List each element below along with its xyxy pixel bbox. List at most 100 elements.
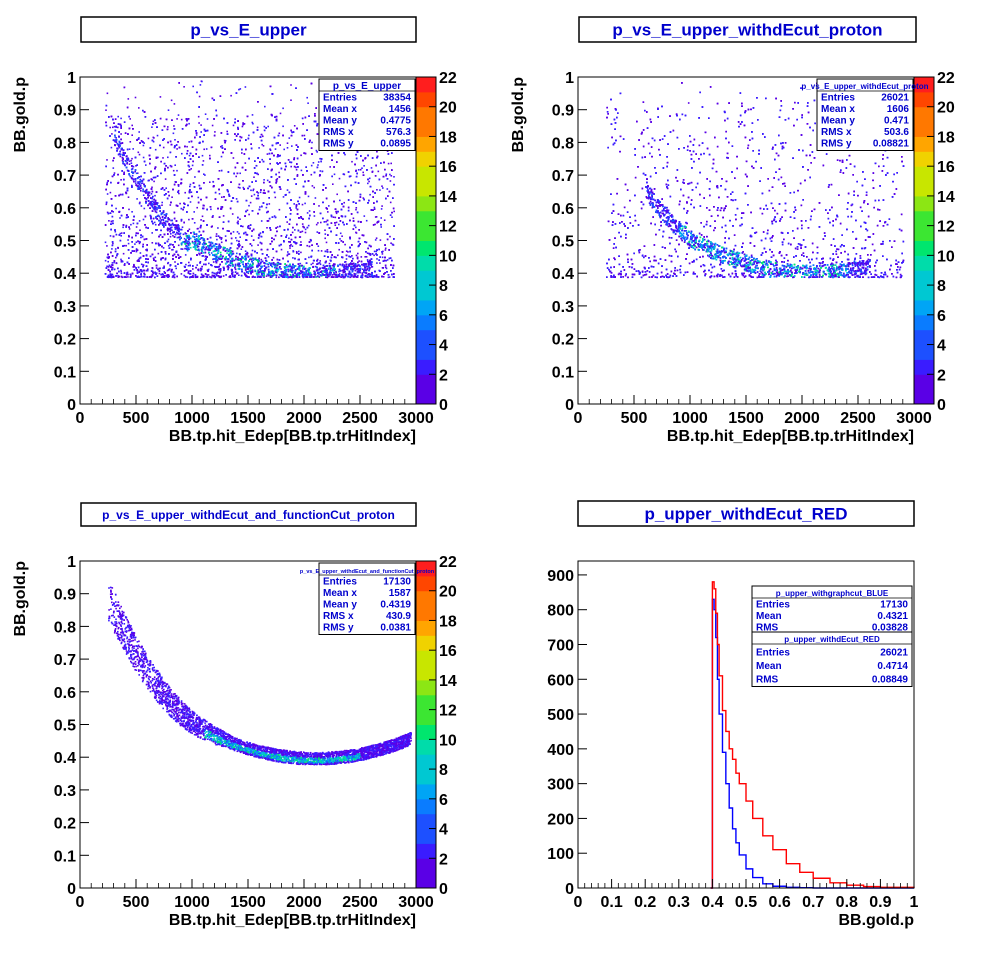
heatmap-cell <box>337 254 339 257</box>
heatmap-cell <box>147 137 150 140</box>
heatmap-cell <box>386 259 389 261</box>
heatmap-cell <box>138 131 140 133</box>
heatmap-cell <box>235 175 237 178</box>
heatmap-cell <box>198 122 200 124</box>
heatmap-cell <box>124 263 126 265</box>
heatmap-cell <box>237 220 239 223</box>
heatmap-cell <box>357 169 360 171</box>
heatmap-cell <box>299 236 302 238</box>
heatmap-cell <box>288 137 291 139</box>
heatmap-cell <box>193 211 195 213</box>
heatmap-cell <box>252 188 255 191</box>
heatmap-cell <box>250 257 252 260</box>
heatmap-cell <box>261 158 263 161</box>
heatmap-cell <box>156 275 158 277</box>
heatmap-cell <box>201 215 204 218</box>
heatmap-cell <box>317 164 319 166</box>
heatmap-cell <box>174 164 176 166</box>
heatmap-cell <box>250 265 252 267</box>
heatmap-cell <box>335 212 338 215</box>
heatmap-cell <box>177 229 180 231</box>
heatmap-cell <box>385 173 388 175</box>
heatmap-cell <box>290 243 292 246</box>
heatmap-cell <box>260 270 263 272</box>
heatmap-cell <box>138 242 141 245</box>
heatmap-cell <box>106 265 108 268</box>
heatmap-cell <box>130 159 132 162</box>
heatmap-cell <box>200 273 203 275</box>
heatmap-cell <box>125 244 127 247</box>
heatmap-cell <box>304 202 306 205</box>
heatmap-cell <box>113 172 116 174</box>
heatmap-cell <box>140 263 143 266</box>
heatmap-cell <box>242 225 244 228</box>
heatmap-cell <box>240 261 243 264</box>
heatmap-cell <box>143 142 145 144</box>
heatmap-cell <box>280 248 283 251</box>
heatmap-cell <box>266 227 268 229</box>
heatmap-cell <box>347 267 349 269</box>
heatmap-cell <box>154 148 157 151</box>
heatmap-cell <box>366 274 369 276</box>
heatmap-cell <box>253 257 255 260</box>
heatmap-cell <box>127 273 129 276</box>
heatmap-cell <box>179 232 182 235</box>
heatmap-cell <box>169 204 172 206</box>
heatmap-cell <box>189 185 191 188</box>
heatmap-cell <box>368 180 370 183</box>
heatmap-cell <box>382 276 385 278</box>
heatmap-cell <box>286 189 289 191</box>
heatmap-cell <box>362 171 364 174</box>
heatmap-cell <box>213 244 216 247</box>
heatmap-cell <box>357 252 359 255</box>
heatmap-cell <box>238 88 240 91</box>
heatmap-cell <box>196 264 198 266</box>
heatmap-cell <box>177 185 180 187</box>
heatmap-cell <box>306 244 308 247</box>
heatmap-cell <box>250 267 253 269</box>
heatmap-cell <box>109 191 112 194</box>
heatmap-cell <box>314 197 317 199</box>
heatmap-cell <box>254 258 256 261</box>
heatmap-cell <box>111 133 113 135</box>
heatmap-cell <box>254 269 256 272</box>
heatmap-cell <box>221 196 223 198</box>
heatmap-cell <box>187 270 190 272</box>
heatmap-cell <box>325 265 327 267</box>
heatmap-cell <box>151 126 153 128</box>
heatmap-cell <box>256 126 259 129</box>
heatmap-cell <box>112 167 115 169</box>
heatmap-cell <box>155 211 158 214</box>
heatmap-cell <box>138 137 140 139</box>
heatmap-cell <box>237 264 239 267</box>
heatmap-cell <box>293 203 295 205</box>
heatmap-cell <box>176 148 178 150</box>
heatmap-cell <box>390 162 392 165</box>
heatmap-cell <box>252 122 254 125</box>
heatmap-cell <box>131 168 134 170</box>
heatmap-cell <box>144 276 146 278</box>
heatmap-cell <box>320 250 323 252</box>
heatmap-cell <box>278 171 280 174</box>
heatmap-cell <box>251 269 254 271</box>
heatmap-cell <box>298 250 300 253</box>
heatmap-cell <box>140 236 142 239</box>
heatmap-cell <box>244 255 247 258</box>
heatmap-cell <box>172 248 174 251</box>
heatmap-cell <box>152 272 155 275</box>
heatmap-cell <box>130 168 133 171</box>
heatmap-cell <box>310 263 313 266</box>
heatmap-cell <box>275 276 278 279</box>
heatmap-cell <box>152 120 155 123</box>
heatmap-cell <box>122 162 124 165</box>
heatmap-cell <box>342 271 345 274</box>
heatmap-cell <box>383 219 386 221</box>
heatmap-cell <box>334 270 337 273</box>
heatmap-cell <box>317 249 320 252</box>
heatmap-cell <box>236 252 238 255</box>
heatmap-cell <box>265 260 268 263</box>
heatmap-cell <box>368 177 371 180</box>
heatmap-cell <box>189 246 192 249</box>
heatmap-cell <box>161 222 164 224</box>
